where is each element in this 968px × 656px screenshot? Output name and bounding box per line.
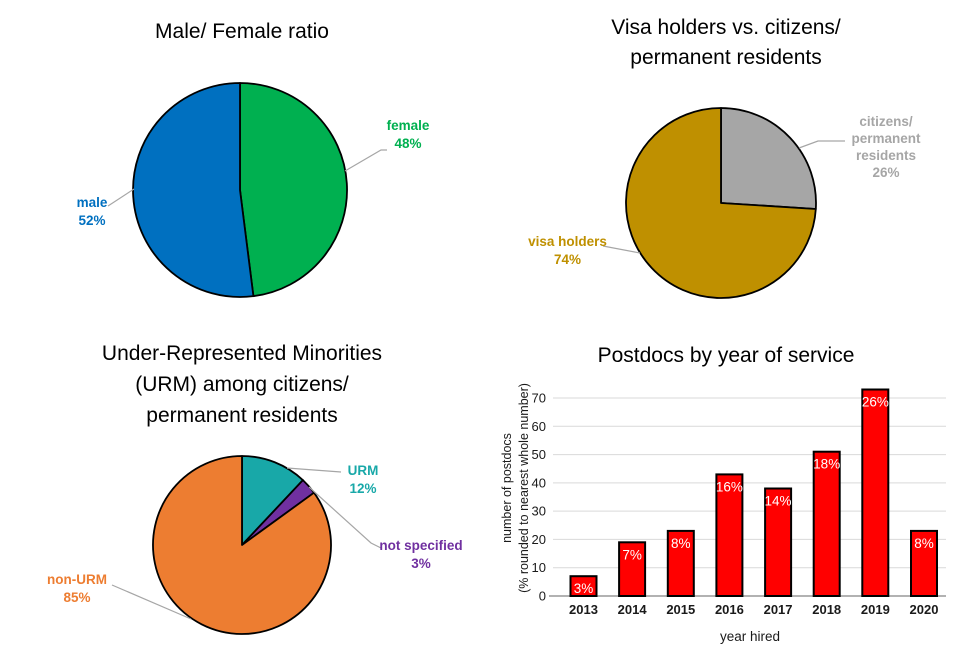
pie-callout-male-label: male [76,195,108,210]
pie-callout-male-pct: 52% [78,213,106,228]
bar-label-2016: 16% [716,479,743,494]
x-tick-2015: 2015 [666,602,695,617]
pie-callout-visa-holders-label: visa holders [528,234,607,249]
y-tick-0: 0 [539,589,546,604]
pie-slice-non-urm [152,455,332,635]
pie-callout-female: female 48% [348,117,468,153]
bar-2017 [764,487,793,597]
pie-callout-citizens-pct: 26% [872,165,900,180]
pie-leader-line [107,188,135,207]
chart-title-postdocs-by-year: Postdocs by year of service [597,344,855,367]
x-tick-2013: 2013 [569,602,598,617]
x-tick-2020: 2020 [910,602,939,617]
pie-callout-male: male 52% [32,194,152,230]
pie-leader-line [286,467,342,473]
pie-callout-non-urm-pct: 85% [63,590,91,605]
y-tick-70: 70 [532,390,546,405]
bar-label-2015: 8% [671,536,691,551]
bar-label-2017: 14% [765,494,792,509]
chart-title-urm-among-citizens: Under-Represented Minorities (URM) among… [101,342,383,427]
x-tick-2018: 2018 [812,602,841,617]
y-tick-50: 50 [532,447,546,462]
x-tick-2016: 2016 [715,602,744,617]
x-tick-2014: 2014 [618,602,648,617]
bar-2018 [812,450,841,598]
pie-callout-urm-pct: 12% [349,481,377,496]
pie-callout-non-urm-label: non-URM [47,572,107,587]
x-tick-2019: 2019 [861,602,890,617]
pie-callout-not-specified: not specified 3% [351,537,491,573]
pie-callout-visa-holders-pct: 74% [553,252,582,267]
pie-callout-not-specified-label: not specified [379,538,463,553]
bar-2014 [618,541,647,597]
pie-callout-female-pct: 48% [394,136,422,151]
bar-2016 [715,473,744,597]
chart-title-male-female-ratio: Male/ Female ratio [155,20,329,43]
pie-callout-female-label: female [386,118,430,133]
pie-callout-citizens: citizens/ permanent residents 26% [816,113,956,181]
bar-2019 [861,388,890,597]
bar-2015 [666,529,695,598]
y-axis-title-line-2: (% rounded to nearest whole number) [517,383,531,593]
y-tick-40: 40 [532,475,546,490]
pie-slice-visa-holders [625,107,817,299]
bar-label-2019: 26% [862,395,889,410]
pie-callout-urm: URM 12% [302,462,424,498]
pie-slice-citizens- [720,107,817,210]
x-axis-title: year hired [720,629,780,644]
bar-label-2014: 7% [622,547,642,562]
x-tick-2017: 2017 [764,602,793,617]
bar-label-2018: 18% [813,457,840,472]
bar-2020 [910,529,938,598]
pie-callout-visa-holders: visa holders 74% [505,233,630,269]
pie-slice-male [132,82,255,298]
pie-leader-line [798,140,845,149]
y-tick-20: 20 [532,532,546,547]
y-axis-title-line-1: number of postdocs [500,433,514,543]
pie-callout-not-specified-pct: 3% [411,556,431,571]
pie-leader-line [344,149,387,172]
pie-slice-female [239,82,348,298]
y-tick-60: 60 [532,419,546,434]
pie-leader-line [111,584,192,620]
bar-2013 [569,575,598,598]
bar-label-2013: 3% [574,581,594,596]
pie-leader-line [602,245,641,254]
pie-slice-urm [241,455,304,546]
pie-callout-urm-label: URM [347,463,379,478]
pie-leader-line [308,486,382,549]
y-tick-30: 30 [532,504,546,519]
pie-callout-non-urm: non-URM 85% [16,571,138,607]
chart-title-visa-vs-citizens: Visa holders vs. citizens/ permanent res… [611,16,841,69]
y-tick-10: 10 [532,560,546,575]
bar-label-2020: 8% [914,536,934,551]
pie-callout-citizens-label: citizens/ permanent residents [851,114,921,163]
